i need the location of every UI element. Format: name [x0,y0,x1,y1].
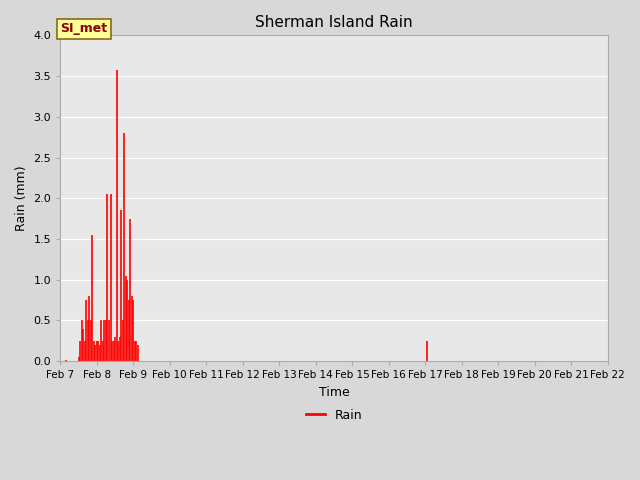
Legend: Rain: Rain [301,404,367,427]
X-axis label: Time: Time [319,386,349,399]
Title: Sherman Island Rain: Sherman Island Rain [255,15,413,30]
Y-axis label: Rain (mm): Rain (mm) [15,166,28,231]
Text: SI_met: SI_met [60,23,108,36]
